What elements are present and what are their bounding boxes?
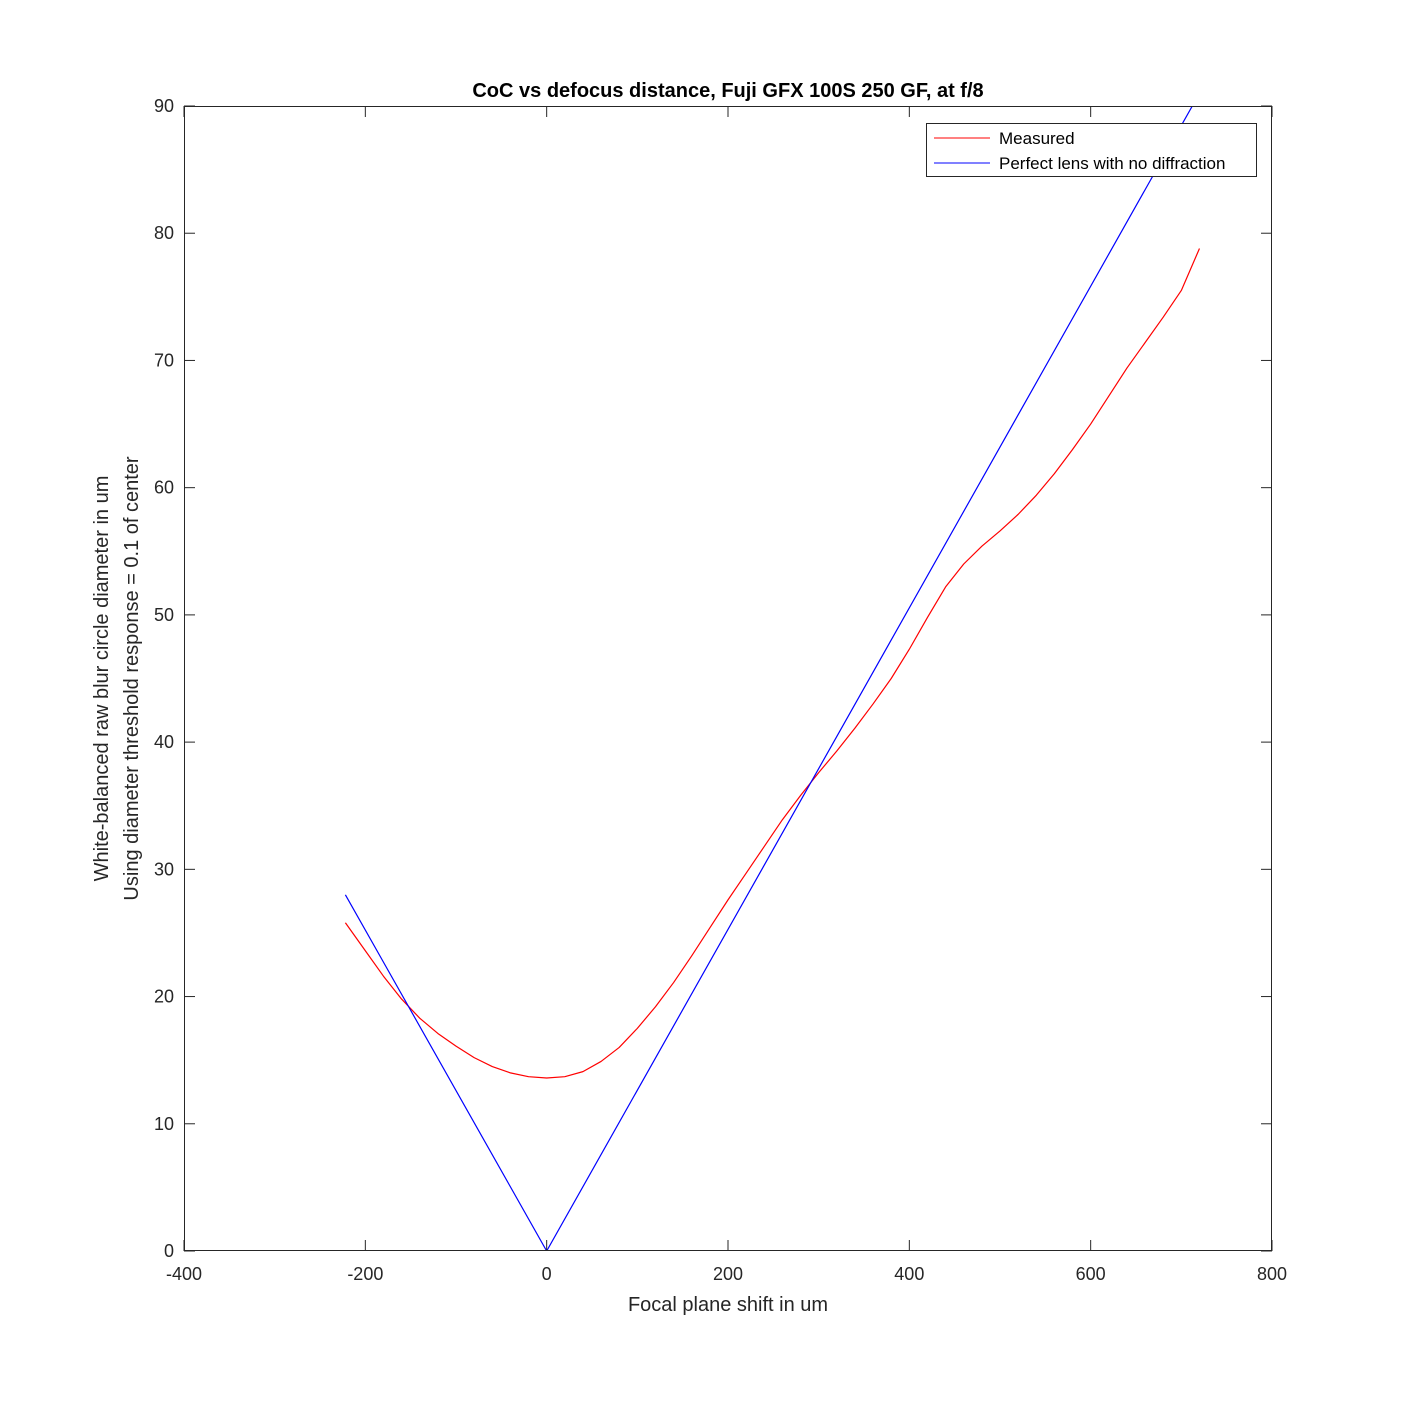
y-tick-label: 80 (154, 223, 174, 243)
y-tick-label: 20 (154, 987, 174, 1007)
legend-box (926, 123, 1257, 177)
x-tick-label: 600 (1076, 1264, 1106, 1284)
y-axis-title-line-1: White-balanced raw blur circle diameter … (91, 476, 113, 882)
x-tick-label: 0 (542, 1264, 552, 1284)
y-tick-label: 0 (164, 1241, 174, 1261)
y-tick-label: 90 (154, 96, 174, 116)
x-tick-label: 800 (1257, 1264, 1287, 1284)
y-tick-label: 30 (154, 859, 174, 879)
chart-title: CoC vs defocus distance, Fuji GFX 100S 2… (472, 80, 983, 102)
y-axis-title-line-2: Using diameter threshold response = 0.1 … (121, 456, 143, 900)
ticks-layer: -400 -200 0 200 400 600 800 0 10 20 30 40 50 60 70 80 90 (154, 96, 1287, 1284)
x-tick-label: 400 (894, 1264, 924, 1284)
x-axis-title: Focal plane shift in um (628, 1294, 828, 1316)
y-tick-label: 40 (154, 732, 174, 752)
y-tick-label: 10 (154, 1114, 174, 1134)
y-tick-label: 60 (154, 478, 174, 498)
x-tick-label: 200 (713, 1264, 743, 1284)
legend-label-perfect-lens: Perfect lens with no diffraction (999, 154, 1225, 173)
series-line-perfect-lens (344, 106, 1193, 1251)
x-tick-label: -200 (347, 1264, 383, 1284)
x-tick-label: -400 (166, 1264, 202, 1284)
series-layer (344, 106, 1201, 1251)
legend-label-measured: Measured (999, 129, 1075, 148)
series-line-measured (344, 248, 1201, 1079)
y-tick-label: 70 (154, 350, 174, 370)
plot-area (184, 106, 1272, 1251)
y-tick-label: 50 (154, 605, 174, 625)
legend: Measured Perfect lens with no diffractio… (926, 123, 1257, 177)
